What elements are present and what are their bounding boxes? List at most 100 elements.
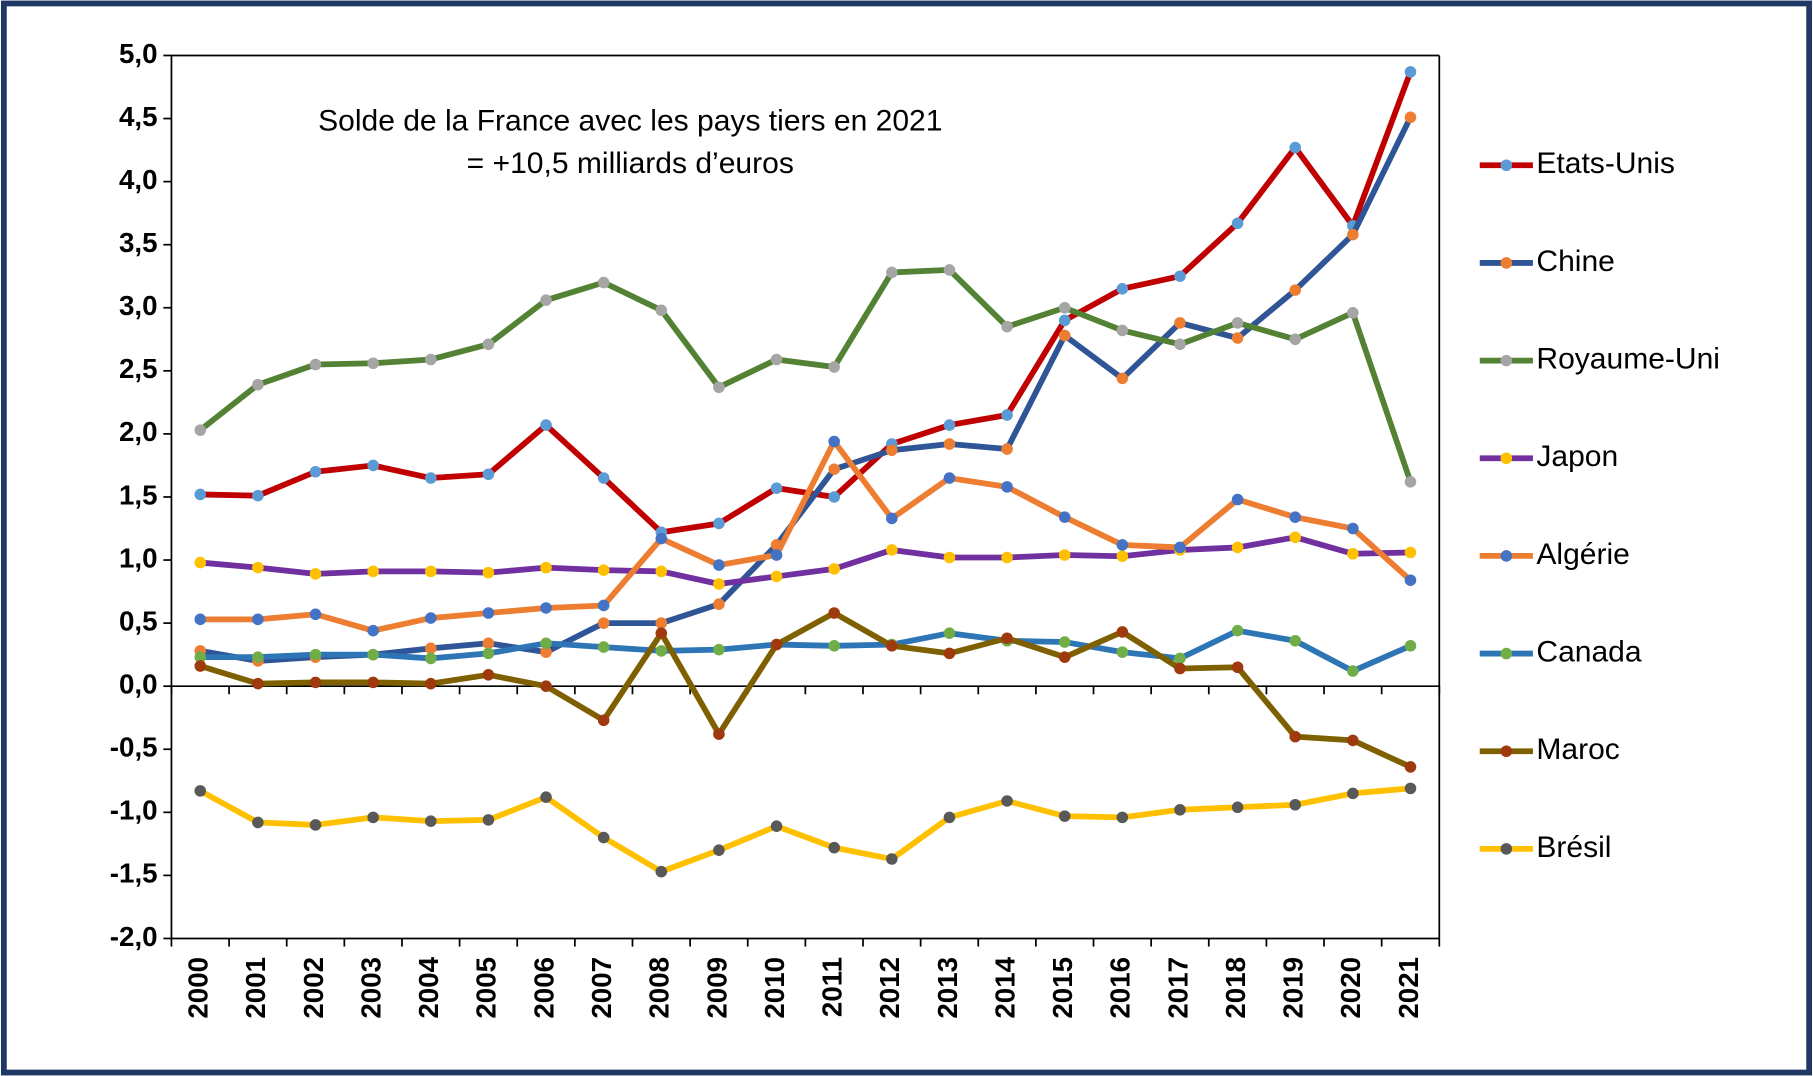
y-tick-label: -1,0 [110, 795, 158, 826]
series-marker [482, 607, 495, 619]
x-tick-label: 2000 [183, 957, 214, 1019]
series-marker [252, 378, 264, 391]
series-marker [540, 419, 552, 431]
series-marker [1404, 574, 1417, 587]
legend-marker [1500, 843, 1513, 855]
series-marker [1001, 795, 1013, 807]
series-marker [597, 472, 610, 484]
legend-marker [1500, 550, 1513, 562]
x-tick-label: 2001 [240, 957, 271, 1019]
series-marker [886, 640, 898, 652]
x-tick-label: 2009 [701, 957, 732, 1019]
series-marker [713, 728, 725, 740]
series-marker [252, 816, 264, 829]
series-marker [943, 264, 956, 276]
y-tick-label: 1,0 [119, 542, 158, 573]
series-marker [1001, 632, 1013, 645]
series-marker [1116, 539, 1129, 551]
series-marker [1347, 228, 1359, 241]
series-marker [1174, 662, 1186, 675]
series-marker [1231, 624, 1244, 637]
series-marker [655, 304, 668, 317]
series-marker [1231, 801, 1244, 814]
x-tick-label: 2017 [1162, 957, 1193, 1019]
y-tick-label: 1,5 [119, 479, 158, 510]
series-line [200, 534, 1411, 587]
series-marker [655, 617, 668, 629]
x-tick-label: 2005 [471, 957, 502, 1019]
series-marker [425, 565, 437, 578]
annotation: = +10,5 milliards d’euros [467, 147, 794, 180]
series-marker [1001, 481, 1013, 493]
legend-label: Etats-Unis [1536, 147, 1675, 180]
series-marker [1116, 626, 1129, 638]
legend-marker [1500, 257, 1513, 269]
series-marker [194, 424, 207, 436]
series-marker [482, 468, 495, 481]
series-marker [1001, 551, 1013, 564]
series-marker [1404, 66, 1417, 78]
series-marker [367, 357, 379, 370]
legend-label: Brésil [1536, 831, 1611, 864]
series-marker [886, 266, 898, 279]
x-tick-label: 2016 [1105, 957, 1136, 1019]
series-marker [309, 568, 322, 580]
series-marker [597, 564, 610, 576]
series-marker [425, 677, 437, 690]
series-marker [540, 680, 552, 692]
series-marker [367, 811, 379, 824]
series-marker [655, 865, 668, 878]
x-tick-label: 2003 [355, 957, 386, 1019]
series-line [200, 438, 1413, 634]
series-marker [943, 811, 956, 824]
legend-label: Canada [1536, 636, 1641, 669]
legend-label: Maroc [1536, 733, 1619, 766]
series-marker [252, 613, 264, 626]
series-marker [1231, 541, 1244, 554]
series-marker [1116, 811, 1129, 824]
series-marker [1058, 301, 1071, 314]
series-marker [943, 551, 956, 564]
series-marker [770, 549, 783, 561]
series-marker [713, 643, 725, 656]
x-tick-label: 2002 [298, 957, 329, 1019]
series-marker [828, 607, 840, 619]
series-marker [1404, 546, 1417, 559]
series-marker [367, 565, 379, 578]
series-marker [367, 624, 379, 637]
series-marker [482, 566, 495, 579]
series-marker [252, 651, 264, 663]
series-marker [886, 544, 898, 556]
series-marker [770, 638, 783, 651]
legend-marker [1500, 647, 1513, 660]
x-tick-label: 2007 [586, 957, 617, 1019]
series-marker [886, 444, 898, 457]
series-marker [1058, 810, 1071, 822]
series-marker [713, 381, 725, 394]
series-marker [597, 714, 610, 727]
series-marker [828, 640, 840, 652]
series-marker [1231, 661, 1244, 674]
series-marker [425, 652, 437, 665]
series-marker [1174, 652, 1186, 665]
series-marker [770, 353, 783, 366]
series-marker [943, 647, 956, 660]
series-marker [482, 814, 495, 826]
legend-label: Royaume-Uni [1536, 343, 1720, 376]
y-tick-label: 0,0 [119, 669, 158, 700]
series-marker [828, 361, 840, 373]
series-marker [1404, 476, 1417, 488]
series-marker [1116, 324, 1129, 337]
series-marker [425, 353, 437, 366]
legend-marker [1500, 354, 1513, 367]
series-marker [597, 276, 610, 289]
series-marker [1347, 522, 1359, 535]
series-marker [1347, 787, 1359, 800]
series-marker [482, 338, 495, 351]
legend-marker [1500, 159, 1513, 172]
series-marker [1404, 761, 1417, 773]
series-marker [194, 488, 207, 501]
series-marker [1289, 511, 1302, 523]
series-marker [540, 602, 552, 614]
annotation: Solde de la France avec les pays tiers e… [318, 104, 942, 137]
